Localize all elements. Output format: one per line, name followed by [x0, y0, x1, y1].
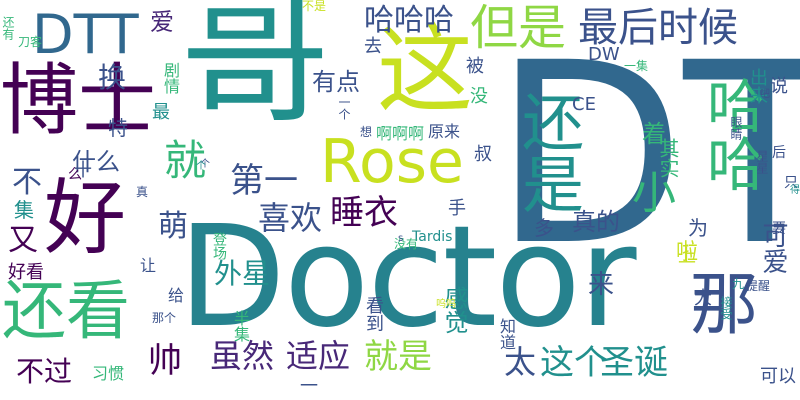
word-boshi: 博士 — [0, 56, 157, 146]
word-you: 又 — [8, 223, 38, 258]
word-na: 那 — [690, 266, 759, 345]
word-xihuan: 喜欢 — [258, 199, 323, 237]
word-shou: 手 — [448, 198, 466, 219]
word-zhi: 只 — [784, 175, 798, 191]
word-tixing: 提醒 — [746, 279, 771, 293]
word-dw: DW — [588, 44, 620, 65]
word-zhe2: 着 — [642, 120, 666, 148]
word-keai: 可爱 — [758, 222, 788, 274]
word-youdian: 有点 — [312, 68, 360, 96]
word-meng: 萌 — [158, 209, 188, 244]
word-yige: 一个 — [337, 96, 351, 120]
word-meiyou: 没有 — [394, 237, 419, 251]
word-chulai: 出来 — [747, 68, 768, 104]
word-ba: 吧 — [760, 89, 770, 100]
word-la: 啦 — [676, 240, 699, 265]
word-huan: 换 — [98, 61, 127, 94]
word-hahaha: 哈哈哈 — [364, 3, 454, 38]
word-bei: 被 — [466, 56, 484, 77]
word-doctor: Doctor — [178, 196, 637, 359]
word-zhen: 真 — [136, 185, 149, 199]
word-nage: 那个 — [152, 311, 177, 325]
word-hou: 后 — [772, 145, 786, 161]
word-jiu: 就 — [164, 136, 207, 185]
word-xiguan: 习惯 — [92, 364, 125, 383]
word-rose: Rose — [320, 127, 464, 197]
word-yao: 要 — [772, 221, 786, 237]
word-hao: 好 — [44, 171, 127, 266]
word-diyi: 第一 — [230, 161, 298, 201]
word-zhe: 这 — [377, 14, 473, 126]
word-rang: 让 — [140, 256, 157, 275]
word-zui: 最 — [152, 102, 170, 123]
word-te: 特 — [108, 116, 128, 140]
word-yanjing: 眼睛 — [729, 116, 743, 140]
word-zuihoushihou: 最后时候 — [578, 5, 738, 51]
word-xingxing: 星星 — [755, 150, 769, 174]
word-zhege: 这个 — [540, 343, 608, 383]
word-danshi: 但是 — [470, 0, 567, 56]
word-da: 大 — [694, 288, 712, 309]
word-haokan: 好看 — [8, 262, 44, 283]
word-dt: DT — [493, 9, 800, 300]
word-qishi: 其实 — [656, 138, 680, 178]
word-xiang: 想 — [360, 125, 373, 139]
word-duo: 多 — [534, 216, 554, 240]
word-me: 么 — [68, 167, 82, 183]
word-yi: 一 — [300, 376, 318, 397]
word-haikan: 还看 — [2, 275, 130, 349]
word-juqing: 剧情 — [161, 62, 180, 94]
word-shuo: 说 — [770, 76, 788, 97]
word-yiji: 一集 — [624, 59, 649, 73]
word-banji: 半集 — [231, 310, 250, 342]
word-qu: 去 — [364, 36, 382, 57]
word-zhidao: 知道 — [497, 318, 516, 350]
word-shiying: 适应 — [286, 337, 351, 375]
word-dtt: DTT — [32, 3, 139, 66]
word-mei: 没 — [470, 86, 488, 107]
word-daoke: 刀客 — [18, 35, 43, 49]
word-zhende: 真的 — [572, 208, 620, 236]
word-ge3: 个 — [196, 161, 206, 172]
word-wei: 为 — [688, 216, 708, 240]
word-shengdan: 圣诞 — [600, 343, 668, 383]
word-jieshou: 接受 — [719, 296, 733, 320]
word-wuwu: 呜呜 — [436, 299, 456, 310]
word-ge: 哥 — [180, 0, 331, 144]
word-shu: 叔 — [474, 144, 492, 165]
word-de: 得 — [790, 185, 800, 196]
word-jiu2: 九 — [732, 277, 745, 291]
word-yuanlai: 原来 — [428, 122, 461, 141]
word-suiran: 虽然 — [210, 337, 275, 375]
word-tai: 太 — [504, 343, 537, 381]
word-jiushi: 就是 — [364, 337, 432, 377]
word-ji: 集 — [14, 198, 34, 222]
word-bu: 不 — [12, 165, 42, 200]
word-waixing: 外星 — [214, 257, 271, 290]
word-shang: 上 — [678, 246, 696, 267]
word-haishi: 还是 — [511, 90, 584, 214]
word-shenme: 什么 — [72, 148, 120, 176]
word-shuiyi: 睡衣 — [330, 193, 398, 233]
word-s: s — [398, 233, 404, 244]
word-shi: 十 — [74, 160, 92, 181]
word-dengchang: 登场 — [211, 232, 227, 260]
word-ganjue: 感觉 — [440, 286, 468, 334]
word-gei: 给 — [168, 286, 185, 305]
word-ge2: 个 — [200, 159, 210, 170]
word-haiyou: 还有 — [1, 16, 15, 40]
word-xiao: 小 — [632, 168, 676, 219]
word-haha: 哈哈 — [697, 76, 765, 192]
word-kandao: 看到 — [363, 296, 384, 332]
word-tardis: Tardis — [412, 229, 453, 245]
word-lai: 来 — [588, 270, 615, 300]
word-ce: CE — [572, 94, 596, 115]
word-bushi: 不是 — [302, 0, 327, 13]
word-shuai: 帅 — [148, 341, 182, 381]
word-ahaa: 啊啊啊 — [376, 124, 425, 143]
word-keyi: 可以 — [760, 366, 796, 387]
word-buguo: 不过 — [16, 355, 73, 388]
word-ai: 爱 — [150, 8, 174, 36]
